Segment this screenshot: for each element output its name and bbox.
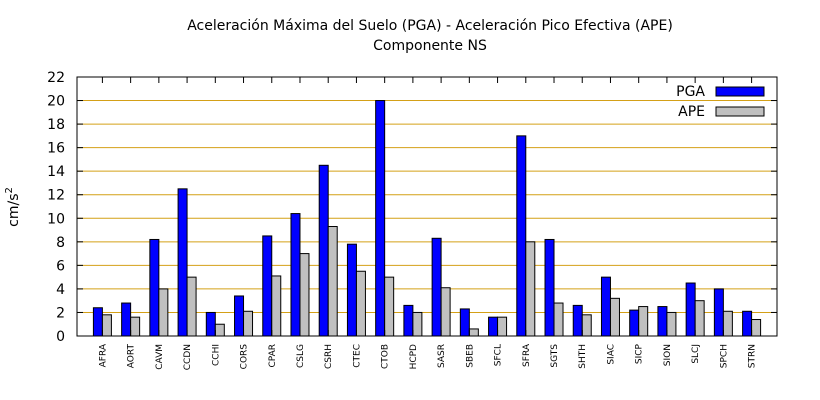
- bar-ape-cavm: [158, 288, 169, 337]
- y-ticks: 0 2 4 6 8 10 12 14 16 18 20 22: [47, 70, 777, 345]
- bar-pga-siac: [600, 276, 611, 337]
- bar-ape-sbeb: [468, 328, 479, 337]
- bar-pga-ctec: [346, 243, 357, 337]
- bar-pga-cavm: [149, 238, 160, 337]
- x-tick-label: CSRH: [324, 344, 334, 369]
- bar-pga-cpar: [262, 235, 273, 337]
- x-tick-label: CSLG: [296, 344, 306, 368]
- y-tick-label: 2: [56, 305, 65, 321]
- bar-pga-sicp: [629, 309, 640, 337]
- bar-pga-cslg: [290, 213, 301, 337]
- x-tick-label: SICP: [635, 343, 645, 364]
- bar-ape-csrh: [327, 226, 338, 337]
- bar-ape-ctob: [384, 276, 395, 337]
- y-tick-label: 0: [56, 329, 65, 345]
- x-tick-label: SION: [663, 344, 673, 366]
- bar-ape-spch: [722, 310, 733, 337]
- y-tick-label: 6: [56, 258, 65, 274]
- bar-ape-siac: [609, 297, 620, 337]
- x-tick-label: AORT: [127, 344, 137, 369]
- bar-ape-sion: [666, 311, 677, 337]
- bar-ape-cors: [243, 310, 254, 337]
- x-tick-label: CAVM: [155, 344, 165, 370]
- x-tick-label: SHTH: [578, 344, 588, 369]
- legend-label-ape: APE: [678, 104, 705, 120]
- bar-pga-ccdn: [177, 188, 188, 337]
- bar-pga-sbeb: [459, 308, 470, 337]
- bar-pga-shth: [572, 304, 583, 337]
- y-tick-label: 18: [47, 117, 65, 133]
- bar-ape-aort: [130, 316, 141, 337]
- y-tick-label: 8: [56, 235, 65, 251]
- bar-ape-sfcl: [497, 316, 508, 337]
- bar-pga-sgts: [544, 238, 555, 337]
- bar-ape-cchi: [214, 323, 225, 337]
- x-ticks: AFRA AORT CAVM CCDN CCHI CORS CPAR CSLG CSRH CTEC…: [98, 77, 758, 370]
- bar-ape-cslg: [299, 253, 310, 337]
- bar-pga-strn: [742, 310, 753, 337]
- x-tick-label: CORS: [240, 344, 250, 370]
- x-tick-label: CTOB: [381, 344, 391, 369]
- x-tick-label: CCDN: [183, 344, 193, 370]
- x-tick-label: SBEB: [465, 344, 475, 368]
- bar-pga-spch: [713, 288, 724, 337]
- bar-ape-sasr: [440, 287, 451, 337]
- x-tick-label: SIAC: [606, 344, 616, 365]
- bar-ape-slcj: [694, 300, 705, 337]
- bar-pga-aort: [121, 302, 132, 337]
- y-tick-label: 10: [47, 211, 65, 227]
- bar-ape-cpar: [271, 275, 282, 337]
- bar-ape-shth: [581, 314, 592, 337]
- bar-pga-sasr: [431, 237, 442, 337]
- bar-pga-ctob: [375, 100, 386, 337]
- bar-pga-afra: [92, 307, 103, 337]
- bar-ape-sicp: [638, 306, 649, 337]
- bar-ape-hcpd: [412, 311, 423, 337]
- x-tick-label: CPAR: [268, 344, 278, 368]
- y-axis-label-base: cm/s: [6, 194, 22, 227]
- legend-swatch-pga: [715, 86, 765, 97]
- x-tick-label: HCPD: [409, 344, 419, 369]
- bar-pga-sfcl: [488, 316, 499, 337]
- bar-ape-afra: [101, 314, 112, 337]
- x-tick-label: SLCJ: [691, 344, 701, 364]
- bar-ape-sgts: [553, 302, 564, 337]
- x-tick-label: CTEC: [352, 344, 362, 368]
- bars: [92, 100, 762, 337]
- x-tick-label: STRN: [748, 344, 758, 368]
- y-tick-label: 14: [47, 164, 65, 180]
- y-axis-label: cm/s2: [4, 187, 22, 227]
- plot-frame: [76, 76, 778, 337]
- x-tick-label: CCHI: [211, 344, 221, 366]
- bar-pga-hcpd: [403, 304, 414, 337]
- bar-ape-ccdn: [186, 276, 197, 337]
- bar-ape-ctec: [355, 270, 366, 337]
- x-tick-label: SASR: [437, 344, 447, 368]
- bar-ape-strn: [751, 319, 762, 337]
- y-tick-label: 16: [47, 141, 65, 157]
- bar-pga-slcj: [685, 282, 696, 337]
- y-tick-label: 4: [56, 282, 65, 298]
- x-tick-label: SGTS: [550, 344, 560, 368]
- y-tick-label: 22: [47, 70, 65, 86]
- y-tick-label: 12: [47, 188, 65, 204]
- bar-pga-cchi: [205, 311, 216, 337]
- x-tick-label: SFCL: [494, 344, 504, 366]
- bar-pga-csrh: [318, 164, 329, 337]
- y-tick-label: 20: [47, 94, 65, 110]
- x-tick-label: SPCH: [719, 344, 729, 368]
- legend-label-pga: PGA: [676, 84, 705, 100]
- legend: PGA APE: [676, 84, 765, 120]
- x-tick-label: AFRA: [98, 343, 108, 367]
- bar-ape-sfra: [525, 241, 536, 337]
- bar-pga-sfra: [516, 135, 527, 337]
- y-axis-label-exponent: 2: [4, 187, 15, 193]
- bar-pga-cors: [234, 295, 245, 337]
- bar-pga-sion: [657, 306, 668, 337]
- chart-title: Aceleración Máxima del Suelo (PGA) - Ace…: [187, 18, 673, 34]
- chart-subtitle: Componente NS: [373, 38, 487, 54]
- legend-swatch-ape: [715, 106, 765, 117]
- x-tick-label: SFRA: [522, 343, 532, 367]
